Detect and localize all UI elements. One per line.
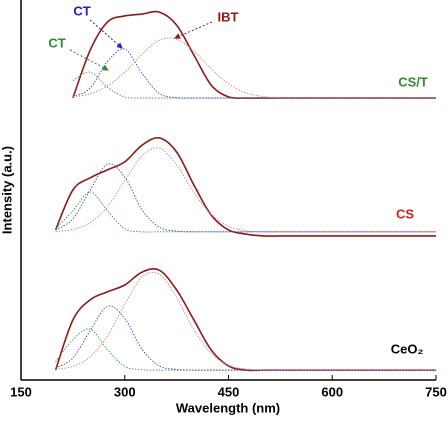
series-line (55, 191, 436, 233)
series-line (72, 10, 436, 100)
series-line (72, 71, 436, 99)
series-line (54, 268, 436, 372)
annotation: CS/T (398, 74, 428, 89)
series-line (54, 136, 436, 237)
series-line (55, 271, 436, 371)
series-line (55, 305, 436, 371)
series-line (55, 163, 436, 233)
arrow (89, 19, 123, 49)
series-line (72, 37, 436, 99)
x-tick-label: 750 (425, 384, 447, 399)
arrow (69, 49, 109, 71)
x-axis-label: Wavelength (nm) (176, 400, 280, 415)
series-line (72, 48, 436, 99)
annotation: IBT (218, 9, 239, 24)
annotation: CeO₂ (391, 341, 424, 356)
series-line (55, 147, 436, 233)
y-axis-label: Intensity (a.u.) (0, 146, 14, 234)
annotation: CT (73, 3, 90, 18)
x-tick-label: 450 (218, 384, 240, 399)
arrow (174, 21, 213, 39)
x-tick-label: 300 (114, 384, 136, 399)
series-line (55, 328, 436, 371)
x-tick-label: 150 (10, 384, 32, 399)
annotation: CS (396, 206, 414, 221)
annotation: CT (48, 35, 65, 50)
x-tick-label: 600 (321, 384, 343, 399)
